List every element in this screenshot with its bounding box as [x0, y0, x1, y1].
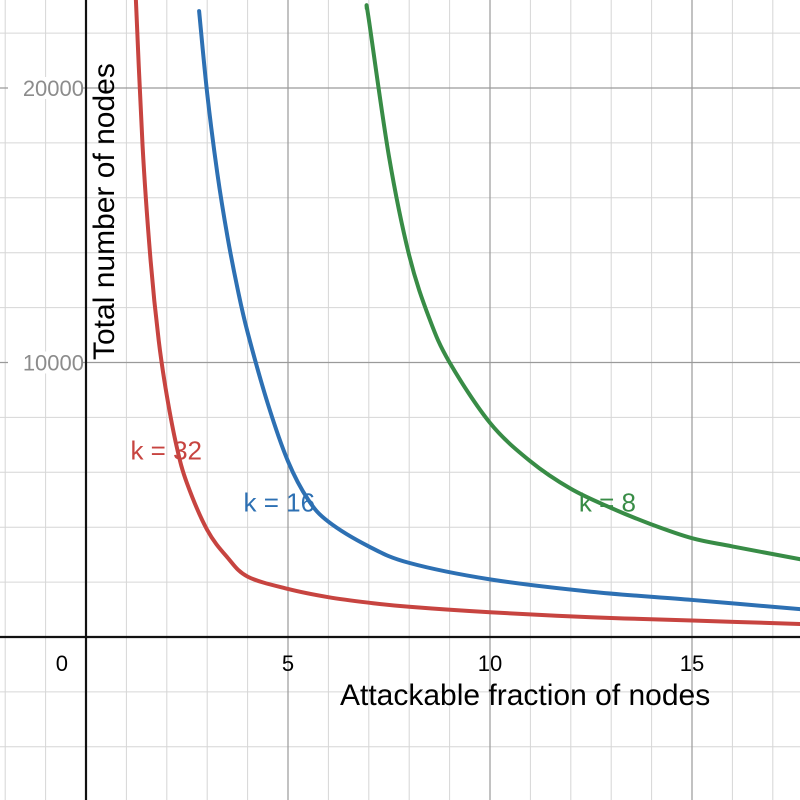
y-tick-labels: 10000 20000	[8, 76, 84, 376]
curves	[133, 0, 800, 626]
series-line-k-16	[197, 9, 800, 612]
y-tick-label-bg	[8, 77, 82, 99]
x-tick-label: 0	[56, 651, 68, 676]
y-tick-label: 10000	[23, 351, 84, 376]
series-line-k-32	[133, 0, 800, 626]
series-label-k-16: k = 16	[244, 487, 316, 517]
x-tick-labels: 0 5 10 15	[56, 651, 704, 676]
x-tick-label: 5	[282, 651, 294, 676]
y-tick-label-bg	[8, 351, 82, 374]
x-tick-label: 15	[680, 651, 704, 676]
series-label-k-8: k = 8	[579, 487, 636, 517]
y-tick-label: 20000	[23, 76, 84, 101]
x-tick-label: 10	[478, 651, 502, 676]
series-line-k-8	[364, 3, 800, 562]
curve-labels: k = 32 k = 16 k = 8	[130, 435, 636, 517]
y-axis-title: Total number of nodes	[88, 63, 121, 360]
series-label-k-32: k = 32	[130, 435, 202, 465]
x-axis-title: Attackable fraction of nodes	[340, 679, 710, 712]
